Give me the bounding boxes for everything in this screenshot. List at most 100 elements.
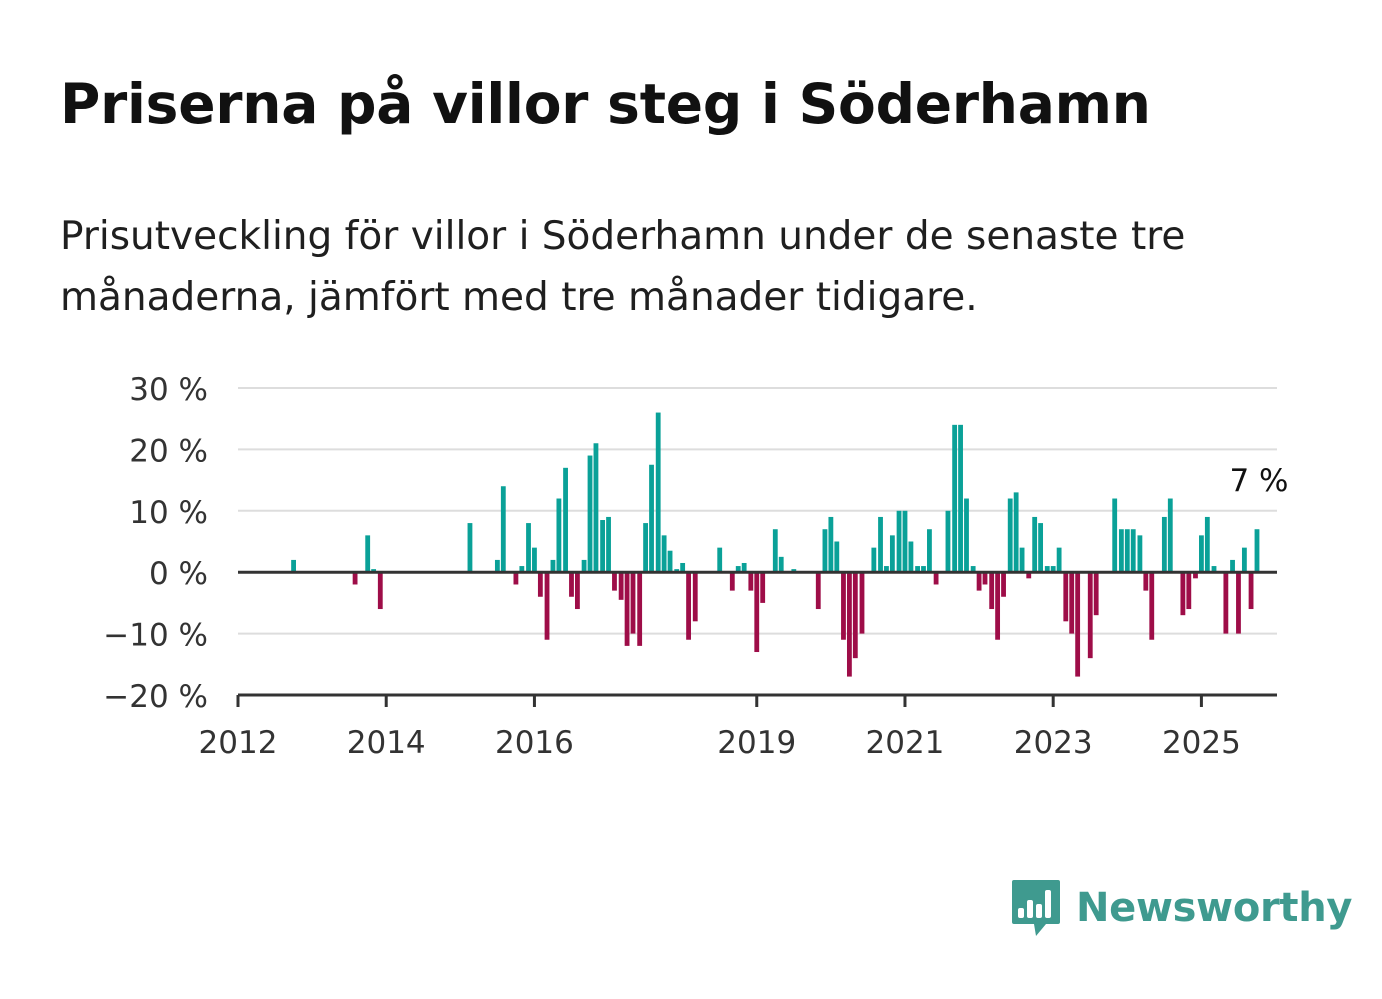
bar — [841, 572, 846, 640]
bar — [1026, 572, 1032, 579]
bar — [1230, 559, 1235, 573]
bar — [791, 569, 797, 573]
bar — [1050, 566, 1056, 573]
bar — [1193, 572, 1198, 579]
bar — [896, 510, 902, 573]
bar — [1063, 572, 1069, 622]
bar — [532, 547, 537, 573]
bar — [371, 569, 377, 573]
bar — [494, 559, 500, 573]
bar — [1204, 516, 1210, 573]
bar — [563, 467, 568, 573]
bar — [526, 523, 531, 573]
bar — [377, 572, 383, 610]
bar — [1248, 572, 1254, 610]
bar — [674, 569, 680, 573]
bar — [1130, 529, 1136, 573]
bar — [1013, 492, 1019, 573]
bar — [630, 572, 636, 634]
bar — [1161, 516, 1167, 573]
bar — [1032, 516, 1038, 573]
bar — [686, 572, 691, 640]
bar — [927, 529, 932, 573]
bar — [692, 572, 698, 622]
bar — [976, 572, 982, 591]
bar — [729, 572, 735, 591]
bar — [1038, 523, 1044, 573]
bar — [815, 572, 821, 610]
bar — [884, 566, 889, 573]
bar — [655, 412, 661, 573]
bar — [600, 520, 606, 573]
bar — [556, 498, 562, 573]
bar — [1056, 547, 1062, 573]
bar — [989, 572, 995, 610]
bar — [772, 529, 778, 573]
bar — [1236, 572, 1241, 634]
bar — [637, 572, 643, 646]
bar — [1075, 572, 1081, 677]
bar — [365, 535, 371, 573]
bar — [1044, 566, 1050, 573]
bar — [958, 424, 963, 573]
bar — [1167, 498, 1173, 573]
x-tick-label: 2012 — [199, 725, 278, 761]
bar — [902, 510, 908, 573]
bar — [1069, 572, 1075, 634]
bar — [1112, 498, 1118, 573]
x-tick-label: 2025 — [1162, 725, 1241, 761]
bar — [834, 541, 840, 573]
y-tick-label: 30 % — [129, 372, 208, 408]
bar — [760, 572, 766, 603]
bar — [995, 572, 1001, 640]
bar — [593, 443, 599, 573]
bar — [1001, 572, 1006, 597]
bar — [1223, 572, 1229, 634]
bar — [1186, 572, 1192, 610]
bar — [1137, 535, 1143, 573]
bar — [352, 572, 358, 585]
newsworthy-logo: Newsworthy — [1010, 878, 1353, 938]
bar — [1007, 498, 1013, 573]
x-tick-label: 2019 — [717, 725, 796, 761]
bar — [581, 559, 587, 573]
bar — [982, 572, 988, 585]
chart-subtitle: Prisutveckling för villor i Söderhamn un… — [60, 214, 1186, 320]
bar — [1254, 529, 1260, 573]
chart-title: Priserna på villor steg i Söderhamn — [60, 72, 1151, 136]
x-tick-label: 2014 — [347, 725, 426, 761]
bar — [846, 572, 852, 677]
bar — [871, 547, 877, 573]
y-tick-label: −10 % — [103, 618, 208, 654]
bar — [1211, 566, 1217, 573]
bar — [915, 566, 920, 573]
bar — [1143, 572, 1149, 591]
bar — [1180, 572, 1186, 616]
bar — [618, 572, 624, 600]
bar — [667, 550, 673, 573]
bar — [1019, 547, 1025, 573]
bar — [1199, 535, 1204, 573]
bar — [606, 516, 611, 573]
bar — [741, 562, 747, 573]
bar — [964, 498, 969, 573]
bar — [1149, 572, 1155, 640]
bar — [291, 559, 296, 573]
bar — [519, 566, 525, 573]
bar — [717, 547, 723, 573]
bar — [624, 572, 630, 646]
bar — [778, 556, 784, 573]
bar — [889, 535, 895, 573]
y-tick-label: 20 % — [129, 433, 208, 469]
bar — [1093, 572, 1099, 616]
bar — [921, 566, 926, 573]
bar — [735, 566, 741, 573]
bar — [970, 566, 976, 573]
brand-name: Newsworthy — [1076, 885, 1353, 931]
bar — [1087, 572, 1093, 659]
bar — [569, 572, 574, 597]
bar — [878, 516, 883, 573]
bar — [612, 572, 617, 591]
bar — [1241, 547, 1247, 573]
bar — [908, 541, 914, 573]
